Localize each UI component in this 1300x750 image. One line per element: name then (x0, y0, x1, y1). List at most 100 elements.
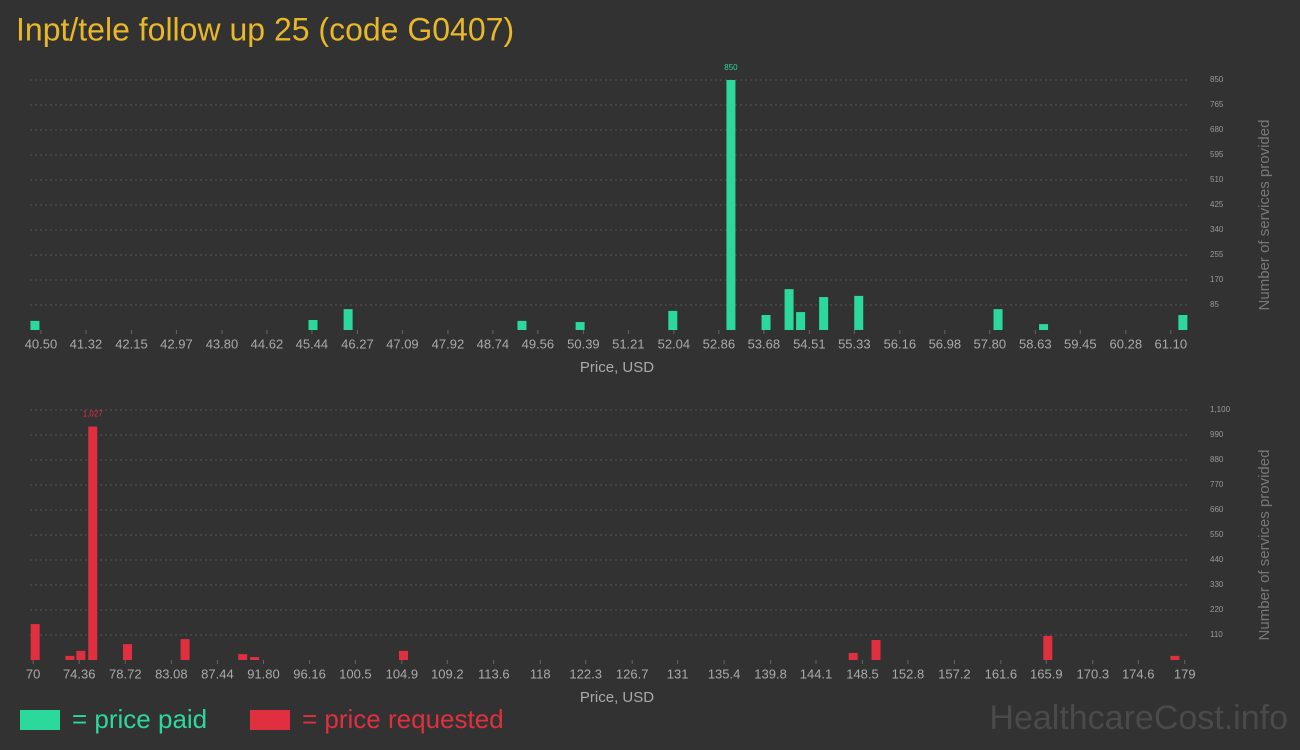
y-tick-label: 660 (1210, 505, 1224, 514)
y-tick-label: 595 (1210, 150, 1224, 159)
x-tick-label: 40.50 (25, 336, 58, 351)
bar (517, 320, 527, 330)
legend-swatch (250, 710, 290, 730)
y-tick-label: 680 (1210, 125, 1224, 134)
bar (1170, 655, 1180, 660)
x-tick-label: 52.04 (658, 336, 691, 351)
y-tick-label: 425 (1210, 200, 1224, 209)
legend-label: = price requested (302, 704, 504, 734)
x-tick-label: 56.98 (929, 336, 962, 351)
x-tick-label: 60.28 (1110, 336, 1143, 351)
y-tick-label: 550 (1210, 530, 1224, 539)
chart-title: Inpt/tele follow up 25 (code G0407) (16, 11, 514, 47)
data-label: 1,027 (83, 410, 104, 419)
data-label: 850 (724, 63, 738, 72)
x-tick-label: 87.44 (201, 666, 234, 681)
x-tick-label: 126.7 (616, 666, 649, 681)
x-tick-label: 161.6 (985, 666, 1018, 681)
x-tick-label: 152.8 (892, 666, 925, 681)
x-axis-title: Price, USD (580, 689, 654, 706)
x-tick-label: 83.08 (155, 666, 188, 681)
legend-label: = price paid (72, 704, 207, 734)
bar (65, 655, 75, 660)
x-tick-label: 148.5 (846, 666, 879, 681)
bar (180, 639, 190, 660)
x-tick-label: 61.10 (1155, 336, 1188, 351)
bar (854, 295, 864, 330)
bar (76, 650, 86, 660)
y-tick-label: 850 (1210, 75, 1224, 84)
bar (575, 322, 585, 330)
y-tick-label: 170 (1210, 275, 1224, 284)
x-tick-label: 55.33 (838, 336, 871, 351)
x-tick-label: 109.2 (431, 666, 464, 681)
y-tick-label: 440 (1210, 555, 1224, 564)
y-tick-label: 330 (1210, 580, 1224, 589)
bar (1178, 315, 1188, 330)
x-tick-label: 51.21 (612, 336, 645, 351)
y-tick-label: 1,100 (1210, 405, 1231, 414)
y-axis-title: Number of services provided (1256, 120, 1273, 311)
y-tick-label: 85 (1210, 300, 1219, 309)
x-tick-label: 49.56 (522, 336, 555, 351)
bar (88, 426, 98, 660)
x-axis-title: Price, USD (580, 359, 654, 376)
bar (1043, 635, 1053, 660)
x-tick-label: 50.39 (567, 336, 600, 351)
y-tick-label: 765 (1210, 100, 1224, 109)
bar (993, 309, 1003, 330)
x-tick-label: 104.9 (386, 666, 419, 681)
x-tick-label: 42.97 (160, 336, 193, 351)
x-tick-label: 58.63 (1019, 336, 1052, 351)
bar (761, 315, 771, 330)
y-tick-label: 255 (1210, 250, 1224, 259)
x-tick-label: 113.6 (478, 666, 510, 681)
x-tick-label: 41.32 (70, 336, 103, 351)
x-tick-label: 52.86 (703, 336, 736, 351)
bar (238, 654, 248, 660)
y-tick-label: 220 (1210, 605, 1224, 614)
x-tick-label: 56.16 (884, 336, 917, 351)
watermark: HealthcareCost.info (989, 699, 1288, 737)
y-tick-label: 990 (1210, 430, 1224, 439)
bar (250, 657, 260, 660)
x-tick-label: 44.62 (251, 336, 284, 351)
x-tick-label: 47.92 (432, 336, 465, 351)
x-tick-label: 91.80 (247, 666, 280, 681)
y-tick-label: 880 (1210, 455, 1224, 464)
x-tick-label: 78.72 (109, 666, 142, 681)
x-tick-label: 47.09 (386, 336, 419, 351)
x-tick-label: 100.5 (339, 666, 372, 681)
x-tick-label: 59.45 (1064, 336, 1097, 351)
x-tick-label: 53.68 (748, 336, 781, 351)
x-tick-label: 57.80 (974, 336, 1007, 351)
x-tick-label: 174.6 (1122, 666, 1155, 681)
y-tick-label: 340 (1210, 225, 1224, 234)
bar (30, 624, 40, 660)
bar (668, 310, 678, 330)
x-tick-label: 122.3 (569, 666, 602, 681)
x-tick-label: 139.8 (754, 666, 787, 681)
x-tick-label: 48.74 (477, 336, 510, 351)
x-tick-label: 118 (530, 666, 551, 681)
legend-swatch (20, 710, 60, 730)
bar (1039, 324, 1049, 330)
x-tick-label: 42.15 (115, 336, 148, 351)
x-tick-label: 131 (667, 666, 689, 681)
bar (784, 289, 794, 330)
bar (123, 644, 133, 660)
x-tick-label: 157.2 (938, 666, 971, 681)
bar (848, 652, 858, 660)
y-tick-label: 770 (1210, 480, 1224, 489)
bar (308, 320, 318, 330)
y-tick-label: 110 (1210, 630, 1223, 639)
y-tick-label: 510 (1210, 175, 1224, 184)
x-tick-label: 74.36 (63, 666, 96, 681)
x-tick-label: 43.80 (206, 336, 239, 351)
bar (398, 650, 408, 660)
x-tick-label: 179 (1174, 666, 1196, 681)
x-tick-label: 46.27 (341, 336, 374, 351)
